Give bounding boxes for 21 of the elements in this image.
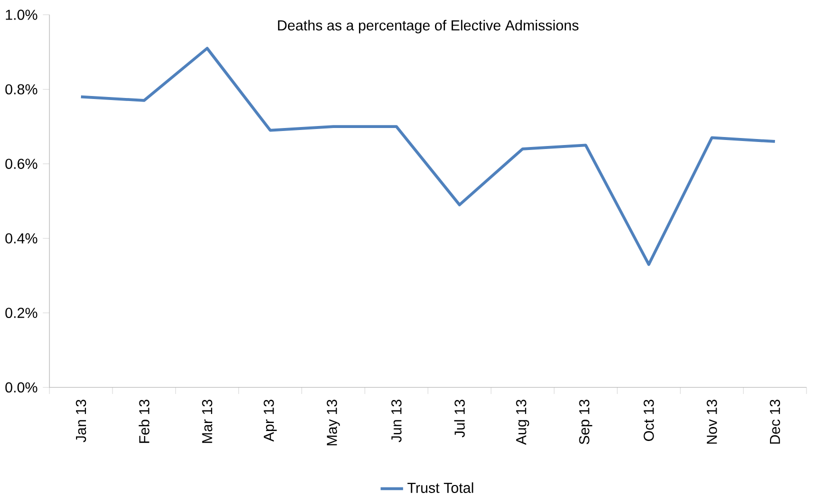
- line-series: [80, 46, 776, 266]
- x-tick-label: Sep 13: [579, 400, 592, 444]
- y-tick-label: 0.2%: [5, 308, 38, 318]
- x-tick-label: Nov 13: [706, 400, 717, 444]
- x-tick-label: Mar 13: [202, 400, 212, 443]
- x-tick-label: Oct 13: [644, 400, 654, 441]
- x-tick-label: Apr 13: [264, 400, 277, 442]
- x-tick-label: May 13: [326, 400, 340, 446]
- x-tick-label: Jul 13: [454, 400, 465, 438]
- x-tick-label: Aug 13: [516, 400, 530, 445]
- y-tick-label: 0.0%: [5, 382, 38, 392]
- y-tick-label: 0.4%: [5, 233, 38, 244]
- y-tick-label: 1.0%: [6, 10, 38, 20]
- y-tick-label: 0.8%: [5, 84, 38, 94]
- y-tick-label: 0.6%: [5, 158, 38, 169]
- legend-label: Trust Total: [407, 482, 474, 493]
- chart-title: Deaths as a percentage of Elective Admissions: [278, 20, 578, 34]
- x-tick-label: Dec 13: [770, 400, 780, 444]
- x-tick-label: Jan 13: [76, 400, 86, 442]
- x-tick-label: Jun 13: [391, 400, 402, 442]
- x-tick-label: Feb 13: [138, 400, 150, 443]
